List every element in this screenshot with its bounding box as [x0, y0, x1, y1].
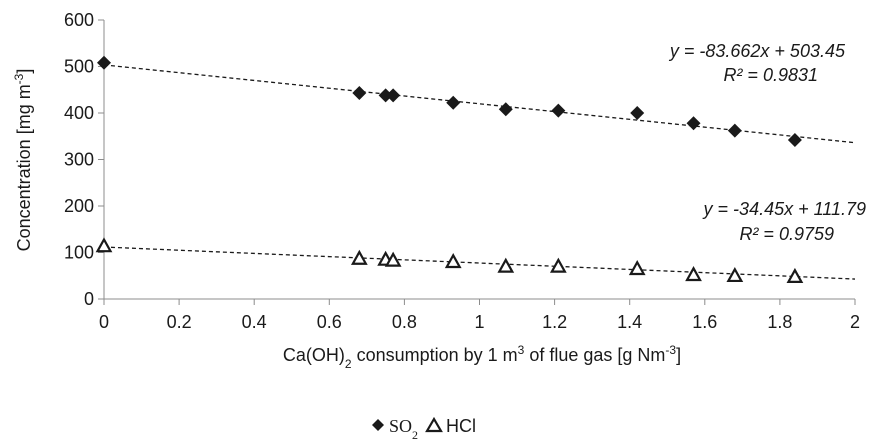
x-axis-title-end: ]: [676, 345, 681, 365]
hcl-trendline-r2: R² = 0.9759: [739, 224, 834, 244]
legend-so2-label-sub: 2: [412, 428, 418, 439]
so2-trendline-r2: R² = 0.9831: [723, 65, 818, 85]
x-tick-label: 0.4: [242, 312, 267, 332]
x-tick-label: 0.2: [167, 312, 192, 332]
so2-trendline-equation: y = -83.662x + 503.45: [668, 41, 846, 61]
y-tick-labels: 0 100 200 300 400 500 600: [64, 10, 104, 309]
so2-data-point: [378, 88, 393, 103]
y-axis-title: Concentration [mg m-3]: [12, 69, 34, 252]
y-axis-title-sup: -3: [12, 73, 26, 84]
so2-data-point: [551, 103, 566, 118]
x-tick-label: 1.4: [617, 312, 642, 332]
y-tick-label: 200: [64, 196, 94, 216]
x-axis-title-post: of flue gas [g Nm: [524, 345, 665, 365]
y-tick-label: 100: [64, 243, 94, 263]
hcl-data-point: [497, 257, 515, 273]
y-tick-label: 400: [64, 103, 94, 123]
hcl-data-point: [628, 260, 646, 276]
y-tick-label: 0: [84, 289, 94, 309]
chart-axes: [103, 20, 855, 300]
y-axis-title-end: ]: [14, 69, 34, 74]
hcl-data-point: [726, 266, 744, 283]
x-axis-title: Ca(OH)2 consumption by 1 m3 of flue gas …: [283, 343, 681, 371]
x-tick-label: 0.8: [392, 312, 417, 332]
x-tick-label: 1: [474, 312, 484, 332]
y-axis-title-main: Concentration [mg m: [14, 84, 34, 251]
x-tick-labels: 0 0.2 0.4 0.6 0.8 1 1.2 1.4 1.6 1.8 2: [99, 299, 860, 332]
x-axis-title-mid: consumption by 1 m: [352, 345, 518, 365]
hcl-trendline: [103, 246, 856, 280]
so2-data-point: [630, 106, 645, 120]
hcl-data-point: [685, 266, 702, 282]
x-tick-label: 1.2: [542, 312, 567, 332]
hcl-data-point: [549, 257, 567, 273]
x-axis-title-sup: 3: [518, 343, 525, 357]
so2-data-point: [97, 55, 111, 70]
so2-data-point: [787, 132, 802, 147]
trendlines: [103, 64, 856, 280]
x-axis-title-sub: 2: [345, 357, 352, 371]
hcl-data-point: [384, 251, 402, 267]
x-tick-label: 1.8: [767, 312, 792, 332]
legend-hcl-marker: [425, 416, 443, 433]
so2-data-point: [498, 102, 513, 117]
y-tick-label: 600: [64, 10, 94, 30]
so2-data-point: [686, 116, 701, 131]
x-axis-title-pre: Ca(OH): [283, 345, 345, 365]
hcl-data-point: [786, 267, 804, 283]
so2-data-point: [446, 95, 461, 110]
legend-so2-label: SO2: [389, 416, 418, 439]
so2-data-point: [727, 123, 742, 138]
x-tick-label: 0.6: [317, 312, 342, 332]
x-axis-title-sup2: -3: [665, 343, 676, 357]
data-points: [95, 55, 804, 283]
y-tick-label: 500: [64, 57, 94, 77]
hcl-trendline-equation: y = -34.45x + 111.79: [702, 199, 866, 219]
hcl-data-point: [95, 237, 113, 253]
legend-hcl-label: HCl: [446, 416, 476, 436]
legend-so2-label-main: SO: [389, 416, 412, 436]
so2-data-point: [386, 88, 401, 103]
legend-so2-marker: [372, 419, 384, 431]
hcl-data-point: [350, 249, 368, 265]
x-tick-label: 0: [99, 312, 109, 332]
y-tick-label: 300: [64, 150, 94, 170]
hcl-data-point: [444, 253, 462, 269]
x-tick-label: 2: [850, 312, 860, 332]
x-tick-label: 1.6: [692, 312, 717, 332]
so2-data-point: [352, 86, 367, 101]
legend: SO2 HCl: [372, 416, 476, 439]
